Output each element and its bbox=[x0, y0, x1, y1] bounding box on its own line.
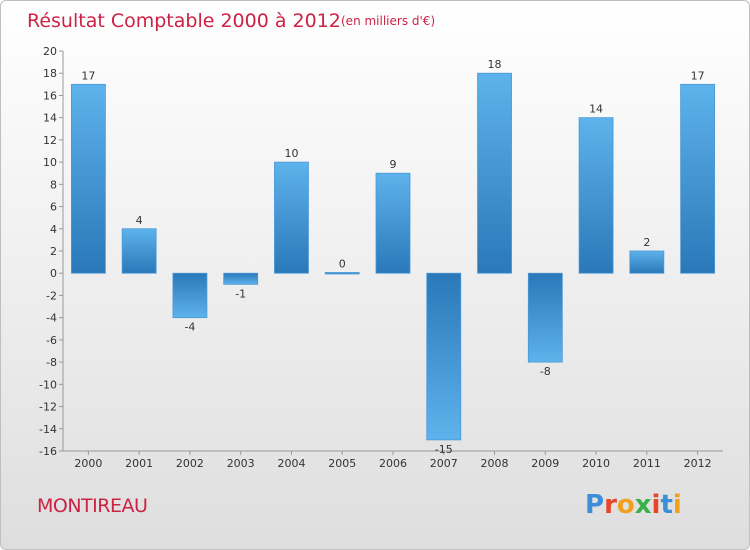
data-label-2002: -4 bbox=[184, 321, 195, 334]
y-tick-label: 18 bbox=[43, 67, 57, 80]
y-tick-label: 12 bbox=[43, 134, 57, 147]
data-label-2000: 17 bbox=[81, 69, 95, 82]
y-tick-label: 0 bbox=[50, 267, 57, 280]
y-tick-label: 4 bbox=[50, 223, 57, 236]
axes: 20181614121086420-2-4-6-8-10-12-14-16200… bbox=[39, 45, 723, 470]
data-label-2006: 9 bbox=[390, 158, 397, 171]
bar-2012 bbox=[680, 83, 716, 274]
logo-letter: i bbox=[651, 490, 661, 520]
proxiti-logo: Proxiti bbox=[585, 490, 682, 520]
x-tick-label: 2001 bbox=[125, 457, 153, 470]
logo-letter: t bbox=[660, 490, 673, 520]
data-label-2003: -1 bbox=[235, 287, 246, 300]
bar-2011 bbox=[629, 250, 665, 274]
y-tick-label: -16 bbox=[39, 445, 57, 458]
x-tick-label: 2003 bbox=[227, 457, 255, 470]
chart-title: Résultat Comptable 2000 à 2012 bbox=[27, 10, 341, 32]
bar-2004 bbox=[274, 161, 309, 274]
bar-2003 bbox=[223, 272, 259, 285]
chart-subtitle: (en milliers d'€) bbox=[341, 14, 435, 28]
bars: 17 4 -4 -1 10 0 9 -15 18 -8 14 2 17 bbox=[70, 58, 716, 456]
data-label-2008: 18 bbox=[488, 58, 502, 71]
x-tick-label: 2010 bbox=[582, 457, 610, 470]
y-tick-label: -2 bbox=[46, 289, 57, 302]
data-label-2010: 14 bbox=[589, 103, 603, 116]
y-tick-label: -12 bbox=[39, 401, 57, 414]
bar-2005 bbox=[324, 272, 360, 275]
y-tick-label: 6 bbox=[50, 201, 57, 214]
data-label-2005: 0 bbox=[339, 257, 346, 270]
bar-2002 bbox=[172, 272, 208, 319]
logo-letter: r bbox=[604, 490, 617, 520]
y-tick-label: -6 bbox=[46, 334, 57, 347]
y-tick-label: 14 bbox=[43, 112, 57, 125]
bar-2008 bbox=[477, 72, 512, 274]
y-tick-label: 20 bbox=[43, 45, 57, 58]
y-tick-label: -14 bbox=[39, 423, 57, 436]
x-tick-label: 2008 bbox=[481, 457, 509, 470]
y-tick-label: 2 bbox=[50, 245, 57, 258]
y-tick-label: -4 bbox=[46, 312, 57, 325]
y-tick-label: 8 bbox=[50, 178, 57, 191]
x-tick-label: 2007 bbox=[430, 457, 458, 470]
bar-2009 bbox=[527, 272, 563, 363]
bar-2007 bbox=[426, 272, 462, 441]
y-tick-label: 16 bbox=[43, 89, 57, 102]
bar-2000 bbox=[70, 83, 106, 274]
x-tick-label: 2011 bbox=[633, 457, 661, 470]
bar-2010 bbox=[578, 117, 614, 274]
city-name: MONTIREAU bbox=[37, 495, 148, 517]
y-tick-label: 10 bbox=[43, 156, 57, 169]
data-label-2001: 4 bbox=[136, 214, 143, 227]
x-tick-label: 2009 bbox=[531, 457, 559, 470]
x-tick-label: 2002 bbox=[176, 457, 204, 470]
bar-2001 bbox=[121, 228, 157, 274]
x-tick-label: 2000 bbox=[74, 457, 102, 470]
data-label-2007: -15 bbox=[435, 443, 453, 456]
logo-letter: i bbox=[672, 490, 682, 520]
x-tick-label: 2006 bbox=[379, 457, 407, 470]
data-label-2004: 10 bbox=[284, 147, 298, 160]
x-tick-label: 2012 bbox=[684, 457, 712, 470]
data-label-2012: 17 bbox=[691, 69, 705, 82]
data-label-2009: -8 bbox=[540, 365, 551, 378]
bar-2006 bbox=[375, 172, 411, 274]
logo-letter: x bbox=[634, 490, 652, 520]
x-tick-label: 2004 bbox=[277, 457, 305, 470]
x-tick-label: 2005 bbox=[328, 457, 356, 470]
y-tick-label: -10 bbox=[39, 378, 57, 391]
logo-letter: P bbox=[585, 490, 605, 520]
logo-letter: o bbox=[616, 490, 635, 520]
y-tick-label: -8 bbox=[46, 356, 57, 369]
data-label-2011: 2 bbox=[643, 236, 650, 249]
